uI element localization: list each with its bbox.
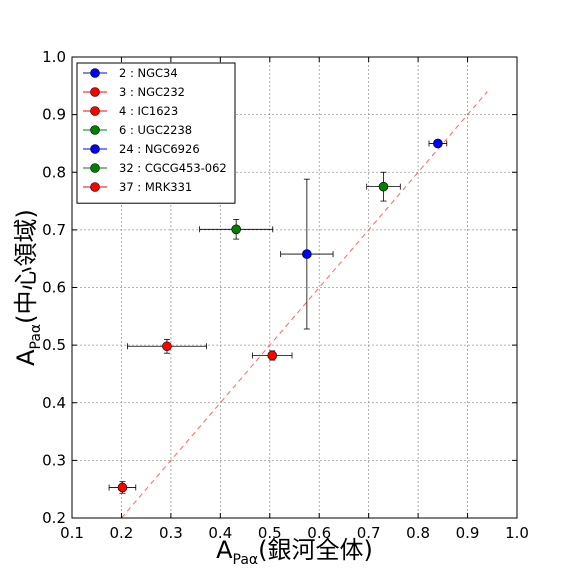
data-point xyxy=(162,341,172,352)
y-axis-label-main: A xyxy=(12,349,40,366)
legend-entry: 4 : IC1623 xyxy=(83,104,178,118)
data-point xyxy=(267,350,278,361)
data-point-group xyxy=(126,338,207,354)
data-points xyxy=(108,138,448,494)
legend-marker xyxy=(90,182,100,192)
y-tick-label: 0.8 xyxy=(42,163,66,181)
x-tick-label: 0.3 xyxy=(159,524,183,542)
legend: 2 : NGC34 3 : NGC232 4 : IC1623 6 : UGC2238… xyxy=(76,62,236,204)
y-tick-label: 0.5 xyxy=(42,336,66,354)
legend-entry: 6 : UGC2238 xyxy=(83,123,192,137)
x-tick-label: 0.6 xyxy=(307,524,331,542)
y-tick-label: 0.6 xyxy=(42,279,66,297)
y-tick-label: 0.9 xyxy=(42,106,66,124)
legend-marker xyxy=(90,106,100,116)
diagonal-line xyxy=(121,91,488,519)
data-point xyxy=(117,482,128,493)
legend-marker xyxy=(90,163,100,173)
x-tick-label: 0.7 xyxy=(357,524,381,542)
y-tick-label: 0.4 xyxy=(42,394,66,412)
y-tick-label: 0.2 xyxy=(42,509,66,527)
x-axis-label-main: A xyxy=(216,536,233,564)
data-point-group xyxy=(252,350,293,361)
legend-label: 6 : UGC2238 xyxy=(119,123,192,137)
legend-marker xyxy=(90,68,100,78)
y-tick-label: 0.3 xyxy=(42,451,66,469)
legend-label: 32 : CGCG453-062 xyxy=(119,161,227,175)
legend-label: 2 : NGC34 xyxy=(119,66,178,80)
y-axis-label: APaα(中心領域) xyxy=(12,209,44,366)
legend-label: 24 : NGC6926 xyxy=(119,142,200,156)
data-point xyxy=(302,249,312,259)
data-point xyxy=(433,138,443,149)
x-axis-label-sub: Paα xyxy=(233,552,259,568)
data-point-group xyxy=(428,138,448,149)
data-point-group xyxy=(108,481,137,494)
data-point-group xyxy=(366,171,401,202)
one-to-one-line xyxy=(121,91,488,519)
legend-entry: 37 : MRK331 xyxy=(83,180,192,194)
data-point-group xyxy=(280,178,334,330)
legend-entry: 24 : NGC6926 xyxy=(83,142,200,156)
x-axis-label: APaα(銀河全体) xyxy=(216,536,373,568)
legend-entry: 3 : NGC232 xyxy=(83,85,185,99)
legend-label: 3 : NGC232 xyxy=(119,85,185,99)
y-axis-label-suffix: (中心領域) xyxy=(12,209,40,324)
x-tick-label: 0.4 xyxy=(208,524,232,542)
x-tick-label: 0.9 xyxy=(456,524,480,542)
x-tick-label: 0.8 xyxy=(406,524,430,542)
legend-marker xyxy=(90,144,100,154)
data-point-group xyxy=(199,219,274,240)
axis-ticks: 0.1 0.2 0.3 0.4 0.5 0.6 0.7 0.8 0.9 1.00.20.30.40… xyxy=(42,48,529,542)
legend-label: 4 : IC1623 xyxy=(119,104,178,118)
y-axis-label-sub: Paα xyxy=(28,324,44,350)
data-point xyxy=(231,224,241,235)
data-point xyxy=(378,181,389,192)
x-axis-label-suffix: (銀河全体) xyxy=(258,536,373,564)
x-tick-label: 0.1 xyxy=(60,524,84,542)
x-tick-label: 1.0 xyxy=(505,524,529,542)
legend-marker xyxy=(90,125,100,135)
x-tick-label: 0.2 xyxy=(110,524,134,542)
legend-label: 37 : MRK331 xyxy=(119,180,192,194)
legend-box xyxy=(76,62,236,204)
y-tick-label: 0.7 xyxy=(42,221,66,239)
x-tick-label: 0.5 xyxy=(258,524,282,542)
legend-marker xyxy=(90,87,100,97)
legend-entry: 32 : CGCG453-062 xyxy=(83,161,227,175)
y-tick-label: 1.0 xyxy=(42,48,66,66)
legend-entry: 2 : NGC34 xyxy=(83,66,178,80)
